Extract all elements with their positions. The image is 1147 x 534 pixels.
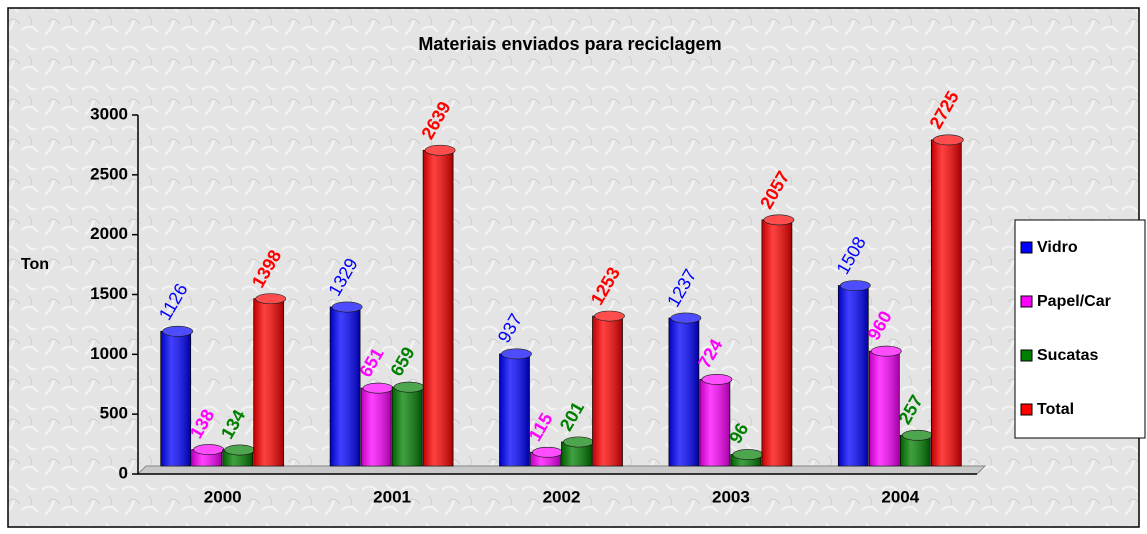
bar-cap-light — [933, 134, 964, 145]
bar-cap — [424, 144, 456, 156]
y-tick-label: 2500 — [90, 164, 128, 183]
legend-label: Vidro — [1037, 239, 1078, 256]
legend-label: Papel/Car — [1037, 293, 1111, 310]
bar-cap-light — [363, 383, 394, 394]
y-tick-label: 1000 — [90, 344, 128, 363]
legend-entries: Vidro Papel/Car Sucatas Total — [1020, 239, 1111, 418]
y-tick-label: 1500 — [90, 284, 128, 303]
legend-label: Total — [1037, 401, 1074, 418]
bar-shade — [361, 388, 392, 466]
bar-shade — [423, 150, 454, 467]
bar-cap-light — [193, 444, 224, 455]
bar-cap — [932, 134, 964, 146]
bar-cap-light — [501, 348, 532, 359]
bar-cap — [763, 214, 795, 226]
bar-cap-light — [732, 449, 763, 460]
x-tick-label: 2003 — [712, 487, 750, 506]
bar-cap-light — [255, 293, 286, 304]
bar-cap-light — [224, 444, 255, 455]
bar-cap-light — [840, 280, 871, 291]
bar-cap — [501, 348, 532, 360]
bar-cap-light — [563, 436, 594, 447]
bar-cap-light — [425, 145, 456, 156]
x-tick-label: 2002 — [543, 487, 581, 506]
bar-cap — [193, 444, 225, 455]
legend-swatch — [1020, 295, 1033, 308]
bar-cap — [870, 345, 902, 357]
bar-cap-light — [532, 447, 563, 458]
bar-cap-light — [670, 312, 701, 323]
legend-swatch — [1020, 403, 1033, 416]
bar-shade — [838, 285, 869, 466]
y-tick-label: 0 — [119, 463, 128, 482]
chart-title: Materiais enviados para reciclagem — [418, 34, 721, 54]
bar-cap — [162, 325, 194, 337]
bar-shade — [699, 379, 730, 466]
bar-shade — [931, 139, 962, 467]
legend — [1014, 219, 1146, 439]
bar-cap-light — [332, 301, 363, 312]
bar-cap — [255, 293, 287, 305]
bar-cap-light — [162, 326, 193, 337]
bar-shade — [761, 219, 792, 466]
bar-cap-light — [394, 382, 425, 393]
y-tick-label: 500 — [100, 404, 128, 423]
y-tick-label: 2000 — [90, 224, 128, 243]
x-tick-label: 2001 — [373, 487, 411, 506]
bar-cap-light — [902, 430, 933, 441]
bar-cap — [670, 312, 702, 324]
bar-shade — [253, 298, 284, 466]
y-axis-title: Ton — [21, 256, 49, 273]
legend-label: Sucatas — [1037, 347, 1098, 364]
bar-shade — [869, 351, 900, 466]
legend-swatch — [1020, 241, 1033, 254]
y-tick-label: 3000 — [90, 104, 128, 123]
bar-shade — [668, 317, 699, 466]
bar-cap-light — [594, 311, 625, 322]
bar-shade — [160, 331, 191, 466]
bar-cap — [701, 374, 733, 385]
x-tick-label: 2000 — [204, 487, 242, 506]
floor — [136, 465, 987, 475]
bar-cap — [331, 301, 363, 313]
bar-cap-light — [701, 374, 732, 385]
bar-shade — [592, 316, 623, 466]
x-tick-label: 2004 — [881, 487, 919, 506]
bar-cap-light — [763, 214, 794, 225]
bar-cap-light — [871, 346, 902, 357]
bar-shade — [330, 306, 361, 466]
bar-cap — [839, 280, 871, 291]
bar-shade — [499, 353, 530, 466]
bar-shade — [392, 387, 423, 466]
legend-swatch — [1020, 349, 1033, 362]
bar-cap — [594, 310, 625, 322]
bar-shade — [730, 454, 761, 466]
